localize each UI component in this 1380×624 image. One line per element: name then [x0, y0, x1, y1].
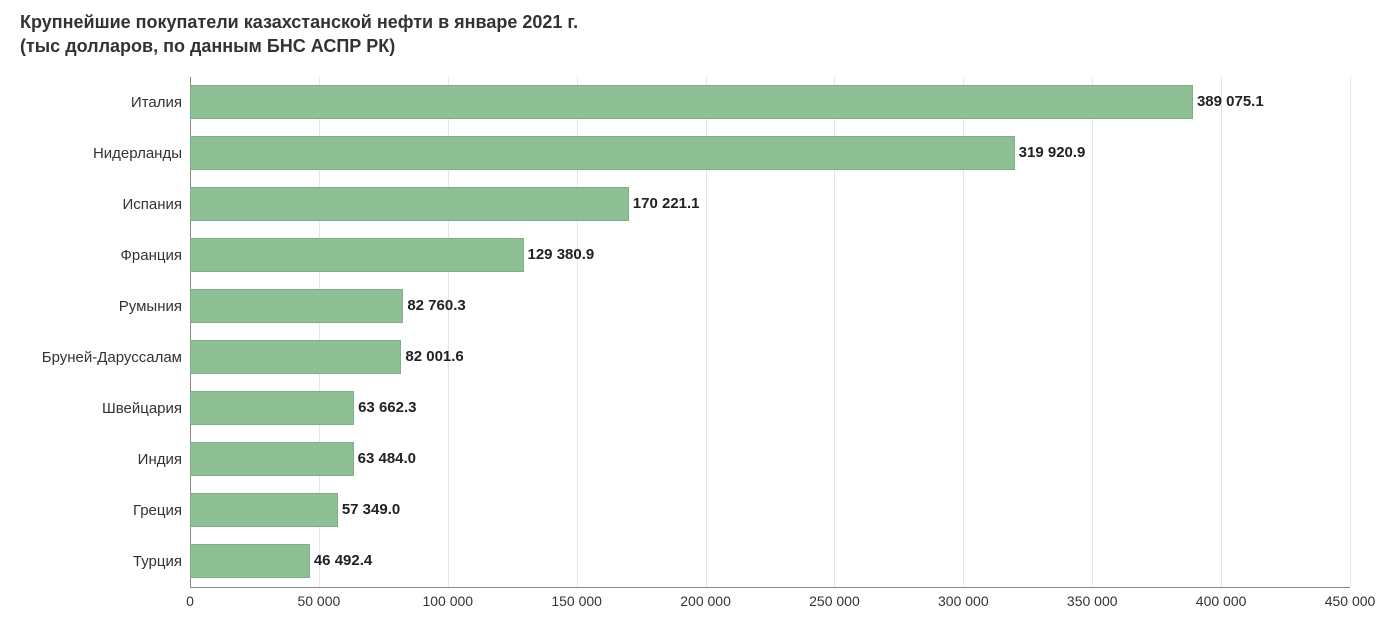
- category-label: Испания: [20, 196, 190, 213]
- title-line-1: Крупнейшие покупатели казахстанской нефт…: [20, 10, 1360, 34]
- x-axis-line: [190, 587, 1350, 588]
- category-label: Греция: [20, 502, 190, 519]
- x-tick-label: 100 000: [422, 593, 473, 609]
- title-line-2: (тыс долларов, по данным БНС АСПР РК): [20, 34, 1360, 58]
- x-tick-label: 200 000: [680, 593, 731, 609]
- bar-row: Греция 57 349.0: [20, 485, 1350, 536]
- category-label: Италия: [20, 94, 190, 111]
- value-label: 57 349.0: [342, 501, 400, 518]
- bar-row: Франция 129 380.9: [20, 230, 1350, 281]
- bar-zone: 319 920.9: [190, 128, 1350, 179]
- bar-zone: 63 484.0: [190, 434, 1350, 485]
- bar-zone: 389 075.1: [190, 77, 1350, 128]
- x-tick-label: 150 000: [551, 593, 602, 609]
- bar: [190, 442, 354, 476]
- value-label: 82 001.6: [405, 348, 463, 365]
- bar-row: Турция 46 492.4: [20, 536, 1350, 587]
- x-tick-label: 50 000: [297, 593, 340, 609]
- bar-row: Нидерланды 319 920.9: [20, 128, 1350, 179]
- category-label: Швейцария: [20, 400, 190, 417]
- x-tick-label: 250 000: [809, 593, 860, 609]
- bar: [190, 391, 354, 425]
- x-tick-label: 450 000: [1325, 593, 1376, 609]
- bar-zone: 63 662.3: [190, 383, 1350, 434]
- bar: [190, 544, 310, 578]
- category-label: Франция: [20, 247, 190, 264]
- chart-title: Крупнейшие покупатели казахстанской нефт…: [20, 10, 1360, 59]
- x-tick-label: 0: [186, 593, 194, 609]
- bar-zone: 82 001.6: [190, 332, 1350, 383]
- bar: [190, 187, 629, 221]
- category-label: Румыния: [20, 298, 190, 315]
- category-label: Турция: [20, 553, 190, 570]
- x-tick-label: 400 000: [1196, 593, 1247, 609]
- value-label: 389 075.1: [1197, 93, 1264, 110]
- bar-zone: 82 760.3: [190, 281, 1350, 332]
- category-label: Бруней-Даруссалам: [20, 349, 190, 366]
- value-label: 129 380.9: [528, 246, 595, 263]
- x-axis-ticks: 0 50 000 100 000 150 000 200 000 250 000 300 0…: [20, 593, 1350, 613]
- value-label: 170 221.1: [633, 195, 700, 212]
- value-label: 319 920.9: [1019, 144, 1086, 161]
- bar-row: Швейцария 63 662.3: [20, 383, 1350, 434]
- bar-zone: 57 349.0: [190, 485, 1350, 536]
- value-label: 46 492.4: [314, 552, 372, 569]
- plot-area: Италия 389 075.1 Нидерланды 319 920.9 Испани…: [20, 77, 1350, 587]
- category-label: Индия: [20, 451, 190, 468]
- value-label: 63 484.0: [358, 450, 416, 467]
- bar-zone: 170 221.1: [190, 179, 1350, 230]
- bar-row: Индия 63 484.0: [20, 434, 1350, 485]
- bar: [190, 289, 403, 323]
- x-tick-label: 300 000: [938, 593, 989, 609]
- bar-row: Италия 389 075.1: [20, 77, 1350, 128]
- bar: [190, 85, 1193, 119]
- category-label: Нидерланды: [20, 145, 190, 162]
- bar-row: Бруней-Даруссалам 82 001.6: [20, 332, 1350, 383]
- bar: [190, 238, 524, 272]
- chart-container: Крупнейшие покупатели казахстанской нефт…: [0, 0, 1380, 624]
- value-label: 82 760.3: [407, 297, 465, 314]
- bar-row: Испания 170 221.1: [20, 179, 1350, 230]
- x-tick-label: 350 000: [1067, 593, 1118, 609]
- gridline: [1350, 77, 1351, 587]
- bar-zone: 46 492.4: [190, 536, 1350, 587]
- value-label: 63 662.3: [358, 399, 416, 416]
- bar-row: Румыния 82 760.3: [20, 281, 1350, 332]
- bar-zone: 129 380.9: [190, 230, 1350, 281]
- bar: [190, 493, 338, 527]
- bar: [190, 136, 1015, 170]
- bar: [190, 340, 401, 374]
